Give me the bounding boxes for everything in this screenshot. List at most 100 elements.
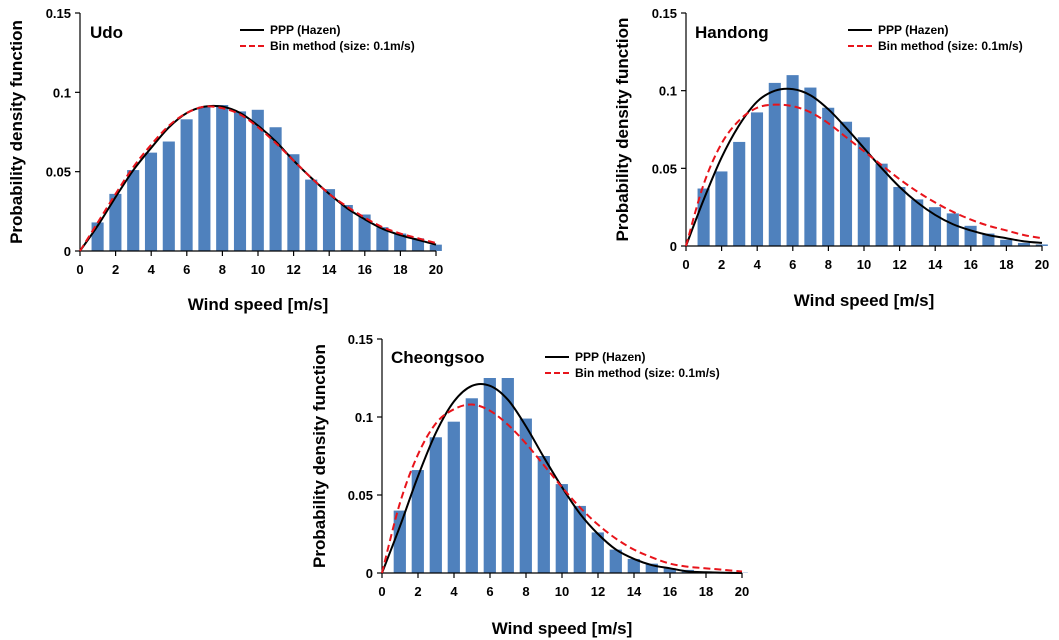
x-tick-label: 16 — [663, 584, 677, 599]
panel-title: Cheongsoo — [391, 348, 485, 367]
legend-label-bin-method: Bin method (size: 0.1m/s) — [270, 39, 415, 53]
bar-7 — [198, 106, 211, 251]
x-tick-label: 18 — [393, 262, 407, 277]
legend-label-ppp-hazen: PPP (Hazen) — [575, 350, 645, 364]
bar-15 — [645, 563, 658, 573]
x-tick-label: 6 — [183, 262, 190, 277]
y-tick-label: 0 — [64, 244, 71, 259]
bar-10 — [857, 137, 870, 246]
bar-3 — [127, 170, 140, 251]
bar-8 — [822, 107, 835, 246]
x-axis-title: Wind speed [m/s] — [794, 291, 935, 310]
legend: PPP (Hazen) Bin method (size: 0.1m/s) — [240, 23, 415, 53]
x-tick-label: 14 — [627, 584, 642, 599]
panel-title: Udo — [90, 23, 123, 42]
chart-panel-3: 0 0.05 0.1 0.15 0 2 4 6 8 10 12 14 16 18 20 Probability… — [310, 332, 749, 638]
legend-label-bin-method: Bin method (size: 0.1m/s) — [878, 39, 1023, 53]
x-tick-label: 10 — [251, 262, 265, 277]
ppp-hazen-curve — [381, 382, 743, 574]
bar-6 — [483, 378, 496, 573]
x-tick-label: 2 — [718, 257, 725, 272]
x-tick-label: 12 — [591, 584, 605, 599]
ppp-hazen-curve — [79, 104, 437, 252]
y-tick-label: 0.15 — [652, 6, 677, 21]
bar-11 — [875, 163, 888, 246]
bar-2 — [715, 171, 728, 246]
bar-4 — [144, 152, 158, 251]
x-tick-label: 12 — [286, 262, 300, 277]
bin-method-curve — [685, 103, 1043, 247]
legend-label-ppp-hazen: PPP (Hazen) — [878, 23, 948, 37]
x-tick-label: 2 — [112, 262, 119, 277]
x-tick-label: 18 — [999, 257, 1013, 272]
bar-9 — [233, 111, 247, 252]
bar-13 — [911, 199, 924, 246]
bar-9 — [537, 456, 550, 573]
bar-5 — [162, 141, 175, 251]
bar-16 — [663, 568, 676, 573]
y-tick-label: 0.15 — [348, 332, 373, 347]
bar-10 — [251, 109, 264, 251]
y-tick-label: 0 — [670, 239, 677, 254]
x-tick-label: 10 — [555, 584, 569, 599]
bar-20 — [1035, 244, 1048, 246]
bar-2 — [109, 193, 122, 251]
bar-7 — [501, 378, 514, 573]
bar-4 — [447, 421, 460, 573]
y-tick-label: 0.05 — [652, 161, 677, 176]
legend-label-bin-method: Bin method (size: 0.1m/s) — [575, 366, 720, 380]
x-tick-label: 20 — [735, 584, 749, 599]
x-tick-label: 20 — [1035, 257, 1049, 272]
x-axis-title: Wind speed [m/s] — [188, 295, 329, 314]
bar-5 — [768, 82, 781, 247]
x-tick-label: 0 — [76, 262, 83, 277]
x-tick-label: 4 — [148, 262, 156, 277]
x-tick-label: 4 — [450, 584, 458, 599]
chart-panel-2: 0 0.05 0.1 0.15 0 2 4 6 8 10 12 14 16 18 20 Probability… — [613, 6, 1049, 310]
x-tick-label: 16 — [358, 262, 372, 277]
x-tick-label: 16 — [964, 257, 978, 272]
bar-9 — [839, 121, 853, 246]
bar-5 — [465, 398, 478, 573]
bar-19 — [1017, 242, 1031, 246]
bar-10 — [555, 484, 568, 573]
bar-8 — [216, 105, 229, 251]
bar-15 — [946, 213, 959, 246]
x-tick-label: 0 — [682, 257, 689, 272]
bar-6 — [786, 75, 799, 246]
x-tick-label: 12 — [892, 257, 906, 272]
y-tick-label: 0.1 — [659, 84, 677, 99]
x-tick-label: 6 — [486, 584, 493, 599]
bar-12 — [287, 154, 300, 251]
bar-3 — [733, 141, 746, 246]
x-tick-label: 0 — [378, 584, 385, 599]
x-tick-label: 10 — [857, 257, 871, 272]
bin-method-curve — [79, 105, 437, 252]
bar-18 — [1000, 239, 1013, 246]
y-tick-label: 0 — [366, 566, 373, 581]
bar-16 — [358, 214, 371, 251]
x-tick-label: 18 — [699, 584, 713, 599]
chart-panel-1: 0 0.05 0.1 0.15 0 2 4 6 8 10 12 14 16 18 20 Probability… — [7, 6, 443, 314]
bar-6 — [180, 119, 193, 251]
x-tick-label: 2 — [414, 584, 421, 599]
y-axis-title: Probability density function — [310, 344, 329, 568]
bin-method-curve — [381, 403, 743, 574]
bar-7 — [804, 87, 817, 246]
legend: PPP (Hazen) Bin method (size: 0.1m/s) — [848, 23, 1023, 53]
bar-11 — [269, 127, 282, 251]
bar-1 — [393, 510, 406, 573]
bar-14 — [627, 558, 640, 573]
ppp-hazen-curve — [685, 87, 1043, 247]
bar-17 — [376, 227, 389, 251]
y-tick-label: 0.1 — [355, 410, 373, 425]
bar-20 — [429, 244, 442, 251]
y-axis-title: Probability density function — [613, 18, 632, 242]
x-tick-label: 20 — [429, 262, 443, 277]
legend: PPP (Hazen) Bin method (size: 0.1m/s) — [545, 350, 720, 380]
y-axis-title: Probability density function — [7, 20, 26, 244]
y-tick-label: 0.05 — [348, 488, 373, 503]
bar-1 — [697, 188, 710, 246]
x-tick-label: 14 — [928, 257, 943, 272]
